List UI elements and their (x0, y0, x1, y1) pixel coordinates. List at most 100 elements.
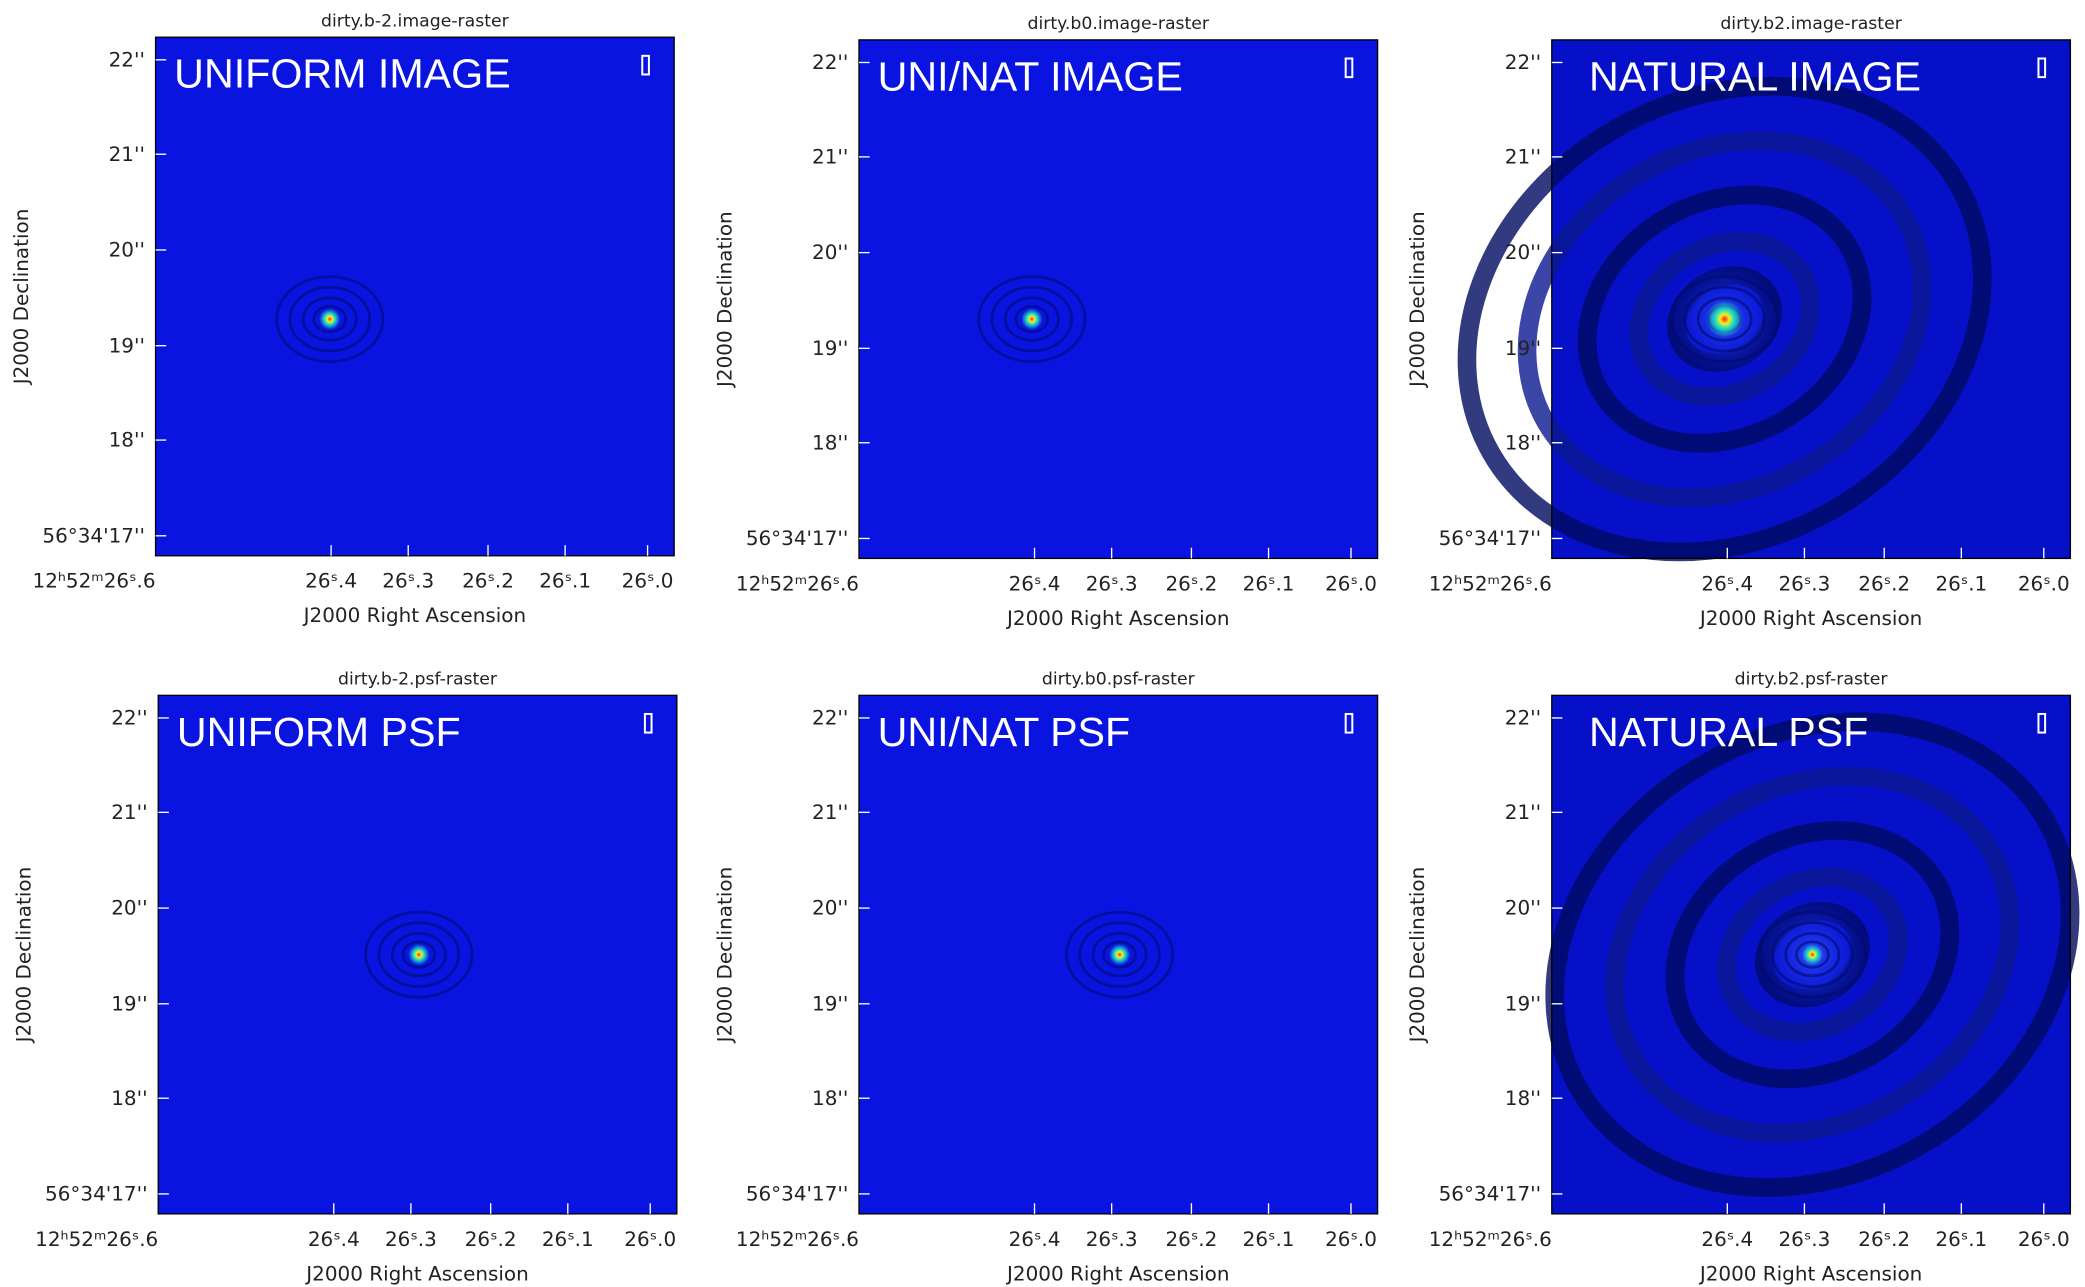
x-tick-label: 26ˢ.4 (1701, 1227, 1753, 1251)
x-tick-label: 26ˢ.3 (382, 569, 434, 593)
x-axis-label: J2000 Right Ascension (304, 1261, 528, 1285)
x-tick-label: 26ˢ.3 (1779, 1227, 1831, 1251)
y-tick-label: 22'' (1505, 706, 1541, 730)
x-tick-label: 26ˢ.1 (1243, 1227, 1295, 1251)
x-tick-label: 12ʰ52ᵐ26ˢ.6 (1429, 1227, 1552, 1251)
y-tick-label: 20'' (111, 896, 147, 920)
x-tick-label: 26ˢ.3 (1086, 571, 1138, 595)
image: UNI/NAT PSF (859, 695, 1378, 1214)
x-tick-label: 26ˢ.0 (2018, 571, 2070, 595)
y-axis-label: J2000 Declination (12, 867, 36, 1045)
y-tick-label: 21'' (1505, 800, 1541, 824)
panel-label: UNI/NAT IMAGE (878, 53, 1183, 99)
panel-title: dirty.b-2.image-raster (321, 12, 510, 32)
panel-label: NATURAL IMAGE (1589, 53, 1921, 99)
x-tick-label: 26ˢ.1 (1243, 571, 1295, 595)
image: UNI/NAT IMAGE (859, 40, 1378, 559)
x-tick-label: 12ʰ52ᵐ26ˢ.6 (35, 1227, 158, 1251)
figure: dirty.b-2.image-raster UNIFORM IMAGE 22'' 2… (0, 0, 2085, 1287)
y-axis-label: J2000 Declination (9, 209, 33, 387)
y-tick-label: 19'' (1505, 991, 1541, 1015)
y-tick-label: 18'' (1505, 430, 1541, 454)
source (1109, 944, 1130, 965)
source (1021, 308, 1042, 329)
y-tick-label: 19'' (1505, 336, 1541, 360)
panel-label: UNIFORM PSF (177, 709, 461, 755)
x-tick-label: 26ˢ.4 (305, 569, 357, 593)
y-tick-label: 19'' (812, 336, 848, 360)
source (319, 308, 340, 329)
x-tick-label: 26ˢ.0 (624, 1227, 676, 1251)
panel-title: dirty.b0.image-raster (1028, 14, 1210, 34)
x-tick-label: 26ˢ.2 (462, 569, 514, 593)
y-tick-label: 19'' (812, 991, 848, 1015)
panel-title: dirty.b0.psf-raster (1042, 670, 1196, 690)
x-axis-label: J2000 Right Ascension (1698, 606, 1922, 630)
y-tick-label: 56°34'17'' (746, 526, 849, 550)
x-tick-label: 26ˢ.2 (1166, 1227, 1218, 1251)
x-tick-label: 26ˢ.2 (465, 1227, 517, 1251)
x-tick-label: 26ˢ.2 (1858, 571, 1910, 595)
y-tick-label: 18'' (812, 430, 848, 454)
x-tick-label: 26ˢ.0 (1325, 1227, 1377, 1251)
y-tick-label: 56°34'17'' (1439, 526, 1542, 550)
x-tick-label: 26ˢ.2 (1858, 1227, 1910, 1251)
y-tick-label: 19'' (111, 991, 147, 1015)
x-axis-label: J2000 Right Ascension (302, 603, 526, 627)
x-tick-label: 26ˢ.3 (1086, 1227, 1138, 1251)
x-axis-label: J2000 Right Ascension (1005, 606, 1229, 630)
y-tick-label: 22'' (111, 706, 147, 730)
x-tick-label: 26ˢ.0 (622, 569, 674, 593)
x-axis-label: J2000 Right Ascension (1698, 1261, 1922, 1285)
y-tick-label: 20'' (812, 240, 848, 264)
y-tick-label: 20'' (1505, 240, 1541, 264)
x-tick-label: 26ˢ.1 (539, 569, 591, 593)
y-tick-label: 22'' (812, 50, 848, 74)
y-tick-label: 21'' (111, 800, 147, 824)
panel-label: NATURAL PSF (1589, 709, 1868, 755)
y-tick-label: 22'' (812, 706, 848, 730)
y-tick-label: 19'' (109, 333, 145, 357)
image-bg (156, 37, 675, 556)
panel-title: dirty.b2.image-raster (1720, 14, 1902, 34)
y-tick-label: 18'' (109, 428, 145, 452)
panel-title: dirty.b-2.psf-raster (338, 670, 498, 690)
source (408, 944, 429, 965)
source (1706, 300, 1743, 337)
y-tick-label: 20'' (109, 238, 145, 262)
source (1802, 944, 1823, 965)
y-axis-label: J2000 Declination (712, 867, 736, 1045)
x-tick-label: 12ʰ52ᵐ26ˢ.6 (736, 1227, 859, 1251)
y-tick-label: 21'' (812, 800, 848, 824)
y-axis-label: J2000 Declination (1405, 211, 1429, 389)
y-axis-label: J2000 Declination (1405, 867, 1429, 1045)
x-tick-label: 26ˢ.3 (385, 1227, 437, 1251)
image: UNIFORM IMAGE (156, 37, 675, 556)
x-tick-label: 26ˢ.2 (1166, 571, 1218, 595)
x-tick-label: 26ˢ.4 (1701, 571, 1753, 595)
x-axis-label: J2000 Right Ascension (1005, 1261, 1229, 1285)
y-tick-label: 56°34'17'' (45, 1182, 148, 1206)
x-tick-label: 26ˢ.0 (2018, 1227, 2070, 1251)
panel-label: UNI/NAT PSF (878, 709, 1131, 755)
x-tick-label: 26ˢ.1 (542, 1227, 594, 1251)
y-tick-label: 56°34'17'' (1439, 1182, 1542, 1206)
x-tick-label: 26ˢ.1 (1935, 571, 1987, 595)
x-tick-label: 12ʰ52ᵐ26ˢ.6 (736, 571, 859, 595)
x-tick-label: 26ˢ.0 (1325, 571, 1377, 595)
image-bg (859, 40, 1378, 559)
page: {"panels": [ {"title": "dirty.b-2.image-… (0, 0, 2085, 1287)
x-tick-label: 26ˢ.4 (1009, 571, 1061, 595)
y-tick-label: 18'' (1505, 1086, 1541, 1110)
x-tick-label: 26ˢ.4 (308, 1227, 360, 1251)
x-tick-label: 26ˢ.1 (1935, 1227, 1987, 1251)
y-tick-label: 21'' (812, 145, 848, 169)
panel-label: UNIFORM IMAGE (174, 51, 511, 97)
y-tick-label: 56°34'17'' (42, 523, 145, 547)
image: UNIFORM PSF (158, 695, 677, 1214)
y-axis-label: J2000 Declination (712, 211, 736, 389)
y-tick-label: 20'' (812, 896, 848, 920)
image: NATURAL PSF (1470, 630, 2085, 1279)
y-tick-label: 56°34'17'' (746, 1182, 849, 1206)
x-tick-label: 26ˢ.3 (1779, 571, 1831, 595)
